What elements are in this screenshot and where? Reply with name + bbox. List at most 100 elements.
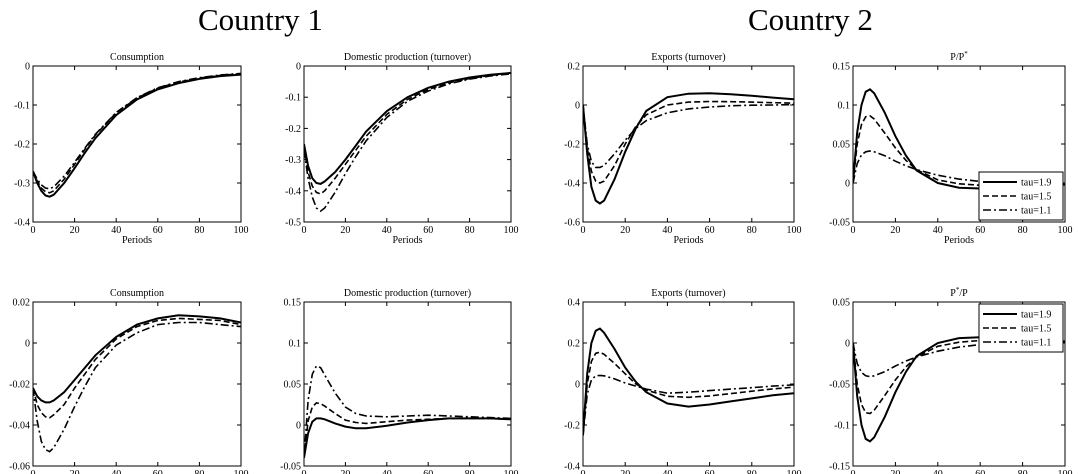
series-line-solid bbox=[33, 314, 241, 404]
legend-label: tau=1.5 bbox=[1021, 192, 1051, 203]
country-1-title: Country 1 bbox=[198, 2, 323, 37]
x-tick-label: 40 bbox=[382, 469, 392, 474]
x-tick-label: 20 bbox=[620, 225, 630, 236]
y-tick-label: -0.3 bbox=[14, 179, 30, 190]
x-tick-label: 0 bbox=[31, 469, 36, 474]
series-line-solid bbox=[33, 73, 241, 198]
y-tick-label: -0.4 bbox=[14, 218, 30, 229]
series-line-dashdot bbox=[583, 103, 794, 169]
chart-title: Consumption bbox=[110, 288, 164, 299]
chart-title: Domestic production (turnover) bbox=[344, 288, 471, 299]
y-tick-label: 0.05 bbox=[833, 140, 851, 151]
series-line-dashed bbox=[304, 402, 511, 458]
x-tick-label: 100 bbox=[787, 225, 802, 236]
y-tick-label: 0 bbox=[296, 62, 301, 73]
legend-label: tau=1.5 bbox=[1021, 324, 1051, 335]
series-line-dashdot bbox=[304, 73, 511, 213]
x-tick-label: 100 bbox=[787, 469, 802, 474]
legend-label: tau=1.9 bbox=[1021, 178, 1051, 189]
series-line-dashed bbox=[33, 73, 241, 194]
chart-title: Exports (turnover) bbox=[651, 288, 725, 299]
y-tick-label: -0.1 bbox=[285, 93, 301, 104]
y-tick-label: 0 bbox=[845, 339, 850, 350]
x-tick-label: 0 bbox=[31, 225, 36, 236]
legend: tau=1.9 tau=1.5 tau=1.1 bbox=[978, 303, 1064, 353]
chart-title: P*/P bbox=[950, 286, 968, 299]
chart-title: Exports (turnover) bbox=[651, 52, 725, 63]
x-tick-label: 20 bbox=[890, 225, 900, 236]
y-tick-label: 0 bbox=[25, 339, 30, 350]
y-tick-label: -0.6 bbox=[564, 218, 580, 229]
y-tick-label: -0.1 bbox=[14, 101, 30, 112]
axes-box bbox=[32, 65, 242, 223]
chart-panel: Consumption 0 20 40 60 80 100 -0.06 -0.04 -0.02 0 0… bbox=[9, 288, 248, 474]
x-tick-label: 0 bbox=[851, 225, 856, 236]
x-tick-label: 40 bbox=[933, 225, 943, 236]
series-line-dashdot bbox=[33, 72, 241, 190]
x-tick-label: 80 bbox=[194, 225, 204, 236]
x-tick-label: 80 bbox=[1018, 225, 1028, 236]
x-tick-label: 80 bbox=[747, 469, 757, 474]
series-line-solid bbox=[853, 336, 1065, 443]
x-tick-label: 100 bbox=[234, 225, 249, 236]
y-tick-label: -0.4 bbox=[564, 462, 580, 473]
chart-panel: Exports (turnover) 0 20 40 60 80 100 -0.6 -0.4 -0… bbox=[564, 52, 801, 246]
y-tick-label: 0.15 bbox=[284, 298, 302, 309]
y-tick-label: -0.4 bbox=[285, 186, 301, 197]
y-tick-label: 0.2 bbox=[568, 62, 581, 73]
y-tick-label: -0.5 bbox=[285, 218, 301, 229]
x-tick-label: 60 bbox=[423, 225, 433, 236]
chart-panel: Domestic production (turnover) 0 20 40 60 80 1… bbox=[285, 52, 518, 246]
x-tick-label: 20 bbox=[70, 469, 80, 474]
chart-panel: Consumption 0 20 40 60 80 100 -0.4 -0.3 -0.2 -0.1 0… bbox=[14, 52, 248, 246]
x-tick-label: 0 bbox=[302, 225, 307, 236]
chart-panel: P*/P020406080100-0.15-0.1-0.0500.05Perio… bbox=[829, 286, 1072, 474]
x-tick-label: 40 bbox=[662, 225, 672, 236]
series-line-dashed bbox=[583, 100, 794, 184]
y-tick-label: -0.05 bbox=[829, 218, 850, 229]
x-tick-label: 80 bbox=[465, 225, 475, 236]
x-tick-label: 80 bbox=[747, 225, 757, 236]
chart-title: P/P* bbox=[950, 50, 968, 63]
series-line-dashed bbox=[33, 317, 241, 419]
x-tick-label: 60 bbox=[153, 225, 163, 236]
y-tick-label: -0.2 bbox=[285, 124, 301, 135]
y-tick-label: -0.1 bbox=[834, 421, 850, 432]
x-axis-label: Periods bbox=[674, 235, 704, 246]
x-tick-label: 60 bbox=[423, 469, 433, 474]
y-tick-label: 0.05 bbox=[284, 380, 302, 391]
axes-box bbox=[303, 65, 512, 223]
x-tick-label: 100 bbox=[1058, 225, 1073, 236]
y-tick-label: -0.4 bbox=[564, 179, 580, 190]
country-2-title: Country 2 bbox=[748, 2, 873, 37]
x-tick-label: 20 bbox=[70, 225, 80, 236]
y-tick-label: -0.06 bbox=[9, 462, 30, 473]
legend-label: tau=1.9 bbox=[1021, 310, 1051, 321]
x-tick-label: 100 bbox=[504, 225, 519, 236]
x-tick-label: 60 bbox=[153, 469, 163, 474]
series-line-solid bbox=[583, 327, 794, 436]
y-tick-label: -0.2 bbox=[14, 140, 30, 151]
series-line-dashdot bbox=[853, 341, 1065, 378]
x-tick-label: 20 bbox=[340, 469, 350, 474]
axes-box bbox=[582, 301, 795, 467]
x-tick-label: 40 bbox=[662, 469, 672, 474]
series-line-solid bbox=[304, 71, 511, 185]
y-tick-label: 0.1 bbox=[289, 339, 302, 350]
series-line-dashed bbox=[304, 72, 511, 195]
series-line-solid bbox=[583, 92, 794, 205]
y-tick-label: 0 bbox=[25, 62, 30, 73]
y-tick-label: -0.04 bbox=[9, 421, 30, 432]
legend: tau=1.9 tau=1.5 tau=1.1 bbox=[978, 171, 1064, 221]
chart-panel: Domestic production (turnover) 0 20 40 60 80 1… bbox=[280, 288, 518, 474]
chart-title: Consumption bbox=[110, 52, 164, 63]
chart-panel: P/P*0 20 40 60 80 100-0.0500.050.10.15Periods… bbox=[829, 50, 1072, 246]
y-tick-label: -0.3 bbox=[285, 155, 301, 166]
axes-box bbox=[303, 301, 512, 467]
x-tick-label: 40 bbox=[111, 469, 121, 474]
y-tick-label: 0 bbox=[575, 101, 580, 112]
x-tick-label: 0 bbox=[851, 469, 856, 474]
y-tick-label: 0 bbox=[575, 380, 580, 391]
x-axis-label: Periods bbox=[393, 235, 423, 246]
